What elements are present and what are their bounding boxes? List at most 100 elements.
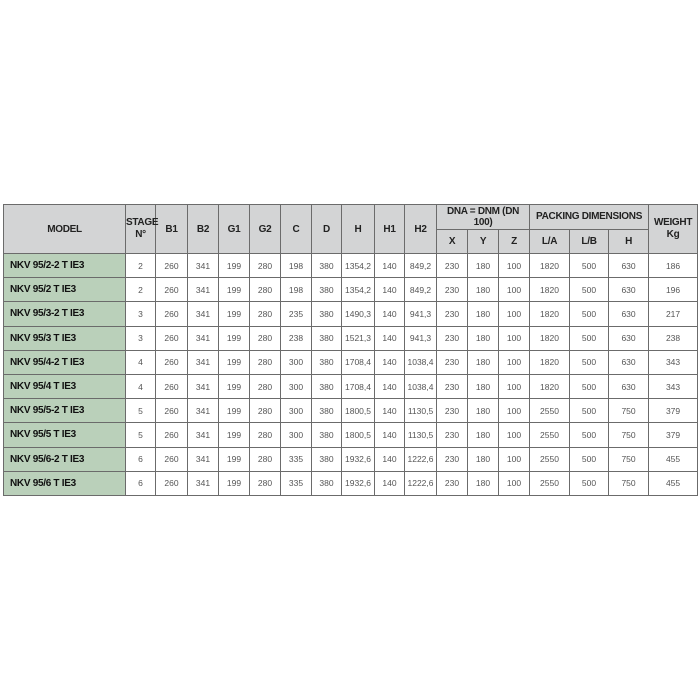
cell-d: 380 [311, 398, 342, 424]
header-x: X [436, 228, 468, 254]
cell-c: 300 [280, 373, 312, 400]
cell-lb: 500 [569, 470, 610, 496]
cell-h1: 140 [374, 373, 405, 400]
cell-d: 380 [311, 301, 342, 327]
cell-x: 230 [436, 349, 468, 375]
cell-b1: 260 [155, 373, 188, 400]
cell-h1: 140 [374, 325, 405, 351]
cell-x: 230 [436, 470, 468, 496]
cell-x: 230 [436, 373, 468, 400]
cell-la: 2550 [529, 422, 571, 448]
cell-weight: 455 [648, 470, 699, 496]
cell-stage: 2 [125, 277, 156, 303]
cell-stage: 4 [125, 349, 156, 375]
header-dna-group: DNA = DNM (DN 100) [435, 204, 531, 230]
cell-g1: 199 [218, 252, 250, 279]
header-stage-line1: STAGE [126, 217, 159, 228]
header-lb: L/B [569, 228, 610, 254]
cell-y: 180 [467, 301, 499, 327]
cell-la: 1820 [529, 349, 571, 375]
cell-g2: 280 [249, 398, 281, 424]
cell-stage: 5 [125, 422, 156, 448]
cell-model: NKV 95/2-2 T IE3 [3, 252, 126, 279]
cell-stage: 4 [125, 373, 156, 400]
cell-h2: 941,3 [404, 301, 437, 327]
header-h2: H2 [404, 204, 437, 254]
cell-h: 1800,5 [341, 422, 375, 448]
cell-h: 1708,4 [341, 349, 375, 375]
cell-d: 380 [311, 446, 342, 472]
cell-model: NKV 95/5 T IE3 [3, 422, 126, 448]
cell-h2: 849,2 [404, 277, 437, 303]
cell-model: NKV 95/5-2 T IE3 [3, 398, 126, 424]
cell-b1: 260 [155, 446, 188, 472]
cell-lb: 500 [569, 325, 610, 351]
cell-g2: 280 [249, 470, 281, 496]
header-c: C [280, 204, 312, 254]
cell-packing-h: 750 [608, 398, 650, 424]
cell-model: NKV 95/4-2 T IE3 [3, 349, 126, 375]
cell-z: 100 [497, 301, 531, 327]
table-row: NKV 95/6 T IE3 6 260 341 199 280 335 380 1932,6 1… [3, 470, 699, 496]
cell-x: 230 [436, 252, 468, 279]
cell-z: 100 [497, 470, 531, 496]
cell-b2: 341 [187, 349, 219, 375]
table-row: NKV 95/3 T IE3 3 260 341 199 280 238 380 1521,3 1… [3, 325, 699, 351]
cell-g2: 280 [249, 422, 281, 448]
header-packing-h: H [608, 228, 650, 254]
cell-h1: 140 [374, 446, 405, 472]
cell-packing-h: 750 [608, 470, 650, 496]
cell-g1: 199 [218, 325, 250, 351]
cell-b1: 260 [155, 325, 188, 351]
cell-weight: 343 [648, 373, 699, 400]
cell-b2: 341 [187, 470, 219, 496]
header-d: D [311, 204, 342, 254]
cell-d: 380 [311, 373, 342, 400]
cell-y: 180 [467, 373, 499, 400]
cell-d: 380 [311, 422, 342, 448]
cell-b2: 341 [187, 446, 219, 472]
cell-packing-h: 750 [608, 446, 650, 472]
cell-weight: 217 [648, 301, 699, 327]
table-row: NKV 95/2-2 T IE3 2 260 341 199 280 198 380 1354,… [3, 252, 699, 279]
cell-y: 180 [467, 446, 499, 472]
cell-g2: 280 [249, 301, 281, 327]
cell-y: 180 [467, 252, 499, 279]
cell-g2: 280 [249, 446, 281, 472]
cell-h1: 140 [374, 349, 405, 375]
cell-y: 180 [467, 349, 499, 375]
cell-g1: 199 [218, 470, 250, 496]
cell-g1: 199 [218, 398, 250, 424]
cell-h2: 1038,4 [404, 349, 437, 375]
cell-h1: 140 [374, 470, 405, 496]
cell-h1: 140 [374, 398, 405, 424]
cell-c: 300 [280, 422, 312, 448]
cell-la: 1820 [529, 277, 571, 303]
cell-d: 380 [311, 252, 342, 279]
cell-lb: 500 [569, 446, 610, 472]
cell-packing-h: 630 [608, 277, 650, 303]
cell-packing-h: 630 [608, 252, 650, 279]
cell-b1: 260 [155, 422, 188, 448]
cell-lb: 500 [569, 373, 610, 400]
cell-d: 380 [311, 325, 342, 351]
cell-h1: 140 [374, 277, 405, 303]
cell-y: 180 [467, 470, 499, 496]
header-b1: B1 [155, 204, 188, 254]
cell-g2: 280 [249, 252, 281, 279]
cell-y: 180 [467, 398, 499, 424]
header-stage-line2: N° [135, 229, 146, 240]
cell-x: 230 [436, 325, 468, 351]
cell-la: 1820 [529, 325, 571, 351]
cell-b2: 341 [187, 373, 219, 400]
cell-g1: 199 [218, 422, 250, 448]
cell-stage: 3 [125, 301, 156, 327]
cell-weight: 379 [648, 398, 699, 424]
cell-x: 230 [436, 301, 468, 327]
cell-lb: 500 [569, 349, 610, 375]
cell-packing-h: 630 [608, 349, 650, 375]
cell-y: 180 [467, 422, 499, 448]
cell-z: 100 [497, 252, 531, 279]
cell-b2: 341 [187, 422, 219, 448]
header-weight-line1: WEIGHT [653, 217, 693, 228]
